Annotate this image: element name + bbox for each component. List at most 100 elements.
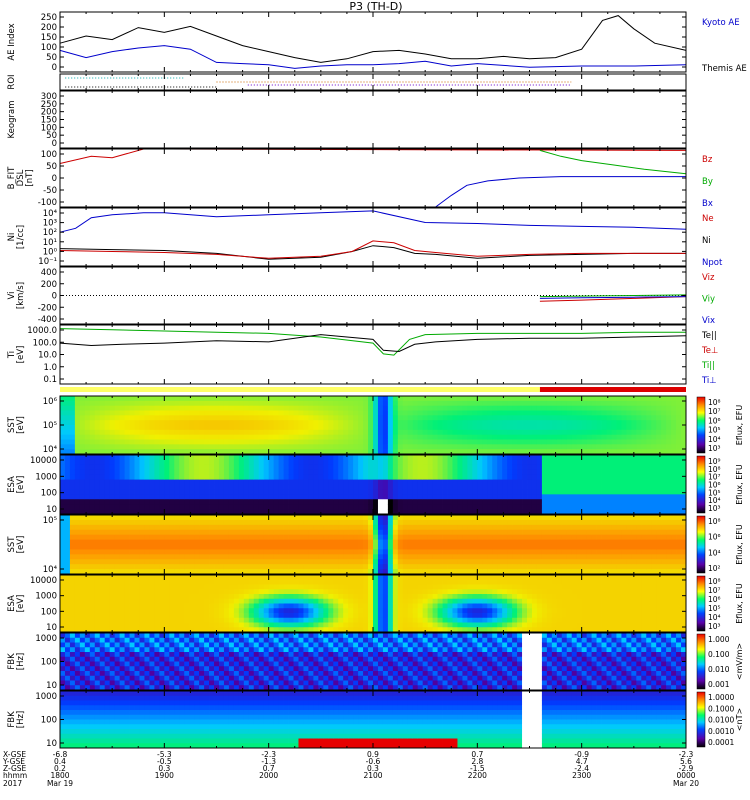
spectrogram-cell xyxy=(293,474,299,480)
spectrogram-cell xyxy=(382,444,389,450)
spectrogram-cell xyxy=(318,529,324,536)
spectrogram-cell xyxy=(556,519,563,526)
spectrogram-cell xyxy=(373,415,379,421)
spectrogram-cell xyxy=(477,469,483,476)
spectrogram-cell xyxy=(477,449,483,455)
spectrogram-cell xyxy=(507,569,513,575)
spectrogram-cell xyxy=(328,554,334,560)
spectrogram-cell xyxy=(353,554,359,560)
spectrogram-cell xyxy=(303,484,309,490)
spectrogram-cell xyxy=(119,534,125,540)
spectrogram-cell xyxy=(412,529,419,536)
spectrogram-cell xyxy=(318,429,324,436)
spectrogram-cell xyxy=(507,539,513,545)
spectrogram-cell xyxy=(641,499,647,505)
spectrogram-cell xyxy=(263,499,270,505)
spectrogram-cell xyxy=(517,415,523,421)
spectrogram-cell xyxy=(169,509,175,515)
spectrogram-cell xyxy=(377,534,384,540)
spectrogram-cell xyxy=(531,544,538,550)
spectrogram-cell xyxy=(104,444,111,450)
spectrogram-cell xyxy=(522,534,528,540)
spectrogram-cell xyxy=(194,515,200,521)
spectrogram-cell xyxy=(323,455,329,461)
spectrogram-cell xyxy=(601,425,607,431)
spectrogram-cell xyxy=(273,464,279,471)
spectrogram-cell xyxy=(452,554,458,560)
spectrogram-cell xyxy=(273,544,279,550)
spectrogram-cell xyxy=(139,564,145,570)
spectrogram-cell xyxy=(194,494,200,500)
spectrogram-cell xyxy=(353,494,359,500)
spectrogram-cell xyxy=(154,509,160,515)
spectrogram-cell xyxy=(134,499,140,505)
spectrogram-cell xyxy=(377,504,384,510)
spectrogram-cell xyxy=(457,489,463,495)
spectrogram-cell xyxy=(373,539,379,545)
spectrogram-cell xyxy=(676,489,682,495)
spectrogram-cell xyxy=(576,449,583,455)
spectrogram-cell xyxy=(248,449,255,455)
spectrogram-cell xyxy=(209,459,215,466)
spectrogram-cell xyxy=(199,564,205,570)
spectrogram-cell xyxy=(437,569,443,575)
spectrogram-cell xyxy=(596,544,602,550)
spectrogram-cell xyxy=(561,464,568,471)
spectrogram-cell xyxy=(323,534,329,540)
spectrogram-cell xyxy=(536,479,543,485)
spectrogram-cell xyxy=(596,429,602,436)
spectrogram-cell xyxy=(402,499,409,505)
spectrogram-cell xyxy=(149,405,155,411)
spectrogram-cell xyxy=(318,449,324,455)
spectrogram-cell xyxy=(606,455,612,461)
spectrogram-cell xyxy=(318,524,324,531)
spectrogram-cell xyxy=(571,464,578,471)
spectrogram-cell xyxy=(407,504,414,510)
spectrogram-cell xyxy=(551,519,558,526)
spectrogram-cell xyxy=(681,474,687,480)
spectrogram-cell xyxy=(382,509,389,515)
spectrogram-cell xyxy=(313,449,319,455)
spectrogram-cell xyxy=(363,429,369,436)
series-line-kyoto-ae xyxy=(59,15,687,63)
spectrogram-cell xyxy=(298,504,304,510)
spectrogram-cell xyxy=(671,415,677,421)
spectrogram-cell xyxy=(517,524,523,531)
spectrogram-cell xyxy=(268,479,275,485)
spectrogram-cell xyxy=(427,504,434,510)
spectrogram-cell xyxy=(527,544,533,550)
spectrogram-cell xyxy=(218,429,225,436)
spectrogram-cell xyxy=(288,544,294,550)
spectrogram-cell xyxy=(328,396,334,402)
spectrogram-cell xyxy=(651,410,657,416)
spectrogram-cell xyxy=(204,559,210,565)
spectrogram-cell xyxy=(288,429,294,436)
spectrogram-cell xyxy=(84,489,91,495)
spectrogram-cell xyxy=(457,534,463,540)
spectrogram-cell xyxy=(338,494,344,500)
spectrogram-cell xyxy=(303,459,309,466)
spectrogram-cell xyxy=(209,534,215,540)
spectrogram-cell xyxy=(303,529,309,536)
spectrogram-cell xyxy=(124,529,130,536)
spectrogram-cell xyxy=(676,444,682,450)
spectrogram-cell xyxy=(348,469,354,476)
spectrogram-cell xyxy=(333,509,339,515)
spectrogram-cell xyxy=(581,484,588,490)
spectrogram-cell xyxy=(601,529,607,536)
spectrogram-cell xyxy=(159,539,165,545)
spectrogram-cell xyxy=(79,515,86,521)
spectrogram-cell xyxy=(671,479,677,485)
spectrogram-cell xyxy=(536,405,543,411)
spectrogram-cell xyxy=(353,429,359,436)
spectrogram-cell xyxy=(159,544,165,550)
spectrogram-cell xyxy=(184,519,190,526)
spectrogram-cell xyxy=(154,515,160,521)
spectrogram-cell xyxy=(298,396,304,402)
spectrogram-cell xyxy=(601,410,607,416)
spectrogram-cell xyxy=(189,410,195,416)
spectrogram-cell xyxy=(556,524,563,531)
spectrogram-cell xyxy=(333,524,339,531)
spectrogram-cell xyxy=(293,455,299,461)
spectrogram-cell xyxy=(546,434,553,440)
